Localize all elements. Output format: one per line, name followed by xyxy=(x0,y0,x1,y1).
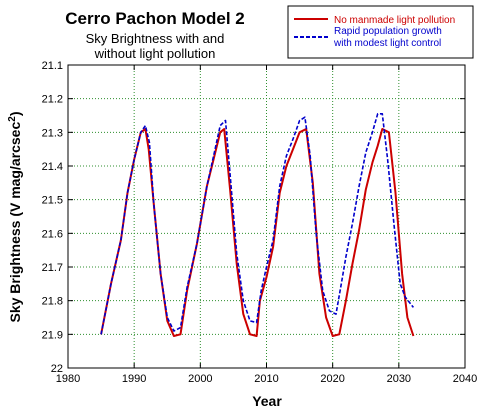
series-layer xyxy=(100,113,415,337)
series-line-no-pollution xyxy=(100,128,415,337)
y-tick-label: 21.1 xyxy=(42,60,63,72)
legend-label-line-1: Rapid population growth xyxy=(334,26,442,37)
y-axis-label-close: ) xyxy=(7,112,23,117)
x-tick-label: 2010 xyxy=(254,373,278,385)
legend-label-population-growth: Rapid population growth with modest light… xyxy=(333,26,442,49)
axis-ticks xyxy=(67,64,466,369)
x-tick-label: 1990 xyxy=(122,373,146,385)
y-tick-label: 21.4 xyxy=(42,161,63,173)
y-axis-label-main: Sky Brightness (V mag/arcsec xyxy=(7,122,23,323)
y-tick-labels: 21.1 21.2 21.3 21.4 21.5 21.6 21.7 21.8 21.9 22 xyxy=(42,60,63,375)
grid xyxy=(68,65,465,368)
x-tick-label: 2030 xyxy=(387,373,411,385)
y-tick-label: 21.3 xyxy=(42,127,63,139)
x-tick-label: 2040 xyxy=(453,373,477,385)
x-tick-label: 1980 xyxy=(56,373,80,385)
chart-subtitle-line-1: Sky Brightness with and xyxy=(86,31,225,46)
x-axis-label: Year xyxy=(252,393,282,409)
x-tick-labels: 1980 1990 2000 2010 2020 2030 2040 xyxy=(56,373,477,385)
x-tick-label: 2000 xyxy=(188,373,212,385)
y-axis-label: Sky Brightness (V mag/arcsec2) xyxy=(7,112,23,323)
x-tick-label: 2020 xyxy=(320,373,344,385)
series-line-population-growth xyxy=(100,113,415,335)
y-axis-label-sup: 2 xyxy=(7,116,18,122)
chart-title: Cerro Pachon Model 2 xyxy=(65,9,244,28)
legend: No manmade light pollution Rapid populat… xyxy=(287,5,474,59)
y-tick-label: 21.9 xyxy=(42,329,63,341)
y-tick-label: 21.5 xyxy=(42,195,63,207)
y-tick-label: 21.6 xyxy=(42,228,63,240)
y-tick-label: 21.2 xyxy=(42,94,63,106)
legend-label-line-2: with modest light control xyxy=(333,38,441,49)
y-tick-label: 21.7 xyxy=(42,262,63,274)
legend-box xyxy=(287,5,474,59)
y-tick-label: 21.8 xyxy=(42,296,63,308)
chart-subtitle-line-2: without light pollution xyxy=(94,46,216,61)
legend-label-no-pollution: No manmade light pollution xyxy=(334,15,455,26)
y-tick-label: 22 xyxy=(51,363,63,375)
